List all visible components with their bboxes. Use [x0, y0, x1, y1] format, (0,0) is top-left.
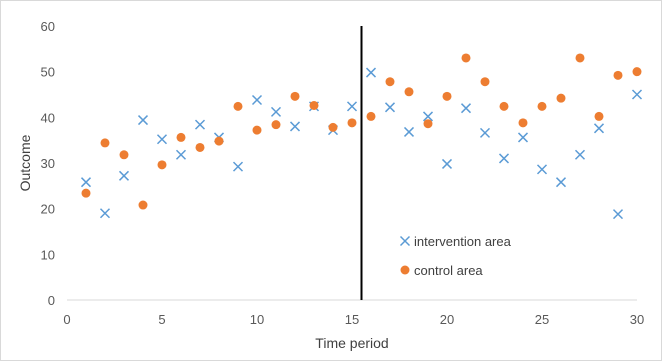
control-point	[195, 142, 205, 152]
intervention-point	[422, 111, 434, 122]
y-tick-label: 0	[48, 293, 55, 308]
control-point	[252, 125, 262, 135]
control-point	[347, 118, 357, 128]
x-axis-ticks: 0 5 10 15 20 25 30	[63, 312, 644, 327]
control-point	[100, 138, 110, 148]
x-tick-label: 15	[345, 312, 359, 327]
intervention-point	[517, 132, 529, 143]
y-axis-ticks: 0 10 20 30 40 50 60	[41, 19, 55, 308]
control-point	[157, 160, 167, 170]
intervention-point	[536, 164, 548, 175]
intervention-point	[384, 102, 396, 113]
intervention-point	[289, 121, 301, 132]
x-tick-label: 25	[535, 312, 549, 327]
control-point	[632, 67, 642, 77]
control-point	[271, 120, 281, 130]
control-point	[537, 101, 547, 111]
legend-circle-glyph	[400, 265, 410, 275]
intervention-point	[574, 149, 586, 160]
control-point	[214, 136, 224, 146]
control-point	[575, 53, 585, 63]
control-point	[518, 118, 528, 128]
intervention-point	[498, 153, 510, 164]
intervention-point	[365, 67, 377, 78]
y-tick-label: 60	[41, 19, 55, 34]
intervention-point	[156, 134, 168, 145]
control-point	[138, 200, 148, 210]
control-point	[81, 188, 91, 198]
y-tick-label: 50	[41, 65, 55, 80]
intervention-point	[137, 115, 149, 126]
control-point	[442, 91, 452, 101]
legend-circle-marker-icon	[400, 265, 410, 275]
legend-label-control: control area	[414, 263, 483, 278]
intervention-point	[251, 94, 263, 106]
x-tick-label: 20	[440, 312, 454, 327]
intervention-point	[441, 158, 453, 169]
legend-x-marker-icon	[399, 235, 411, 247]
y-tick-label: 30	[41, 156, 55, 171]
legend-item-intervention: intervention area	[399, 234, 512, 249]
legend-x-glyph	[399, 235, 411, 247]
control-point	[309, 100, 319, 110]
control-point	[594, 111, 604, 121]
control-point	[328, 122, 338, 132]
control-point	[556, 93, 566, 103]
legend-item-control: control area	[400, 263, 483, 278]
intervention-point	[194, 119, 206, 130]
control-point	[404, 87, 414, 97]
x-tick-label: 30	[630, 312, 644, 327]
x-axis-title: Time period	[315, 335, 388, 351]
intervention-point	[346, 101, 358, 112]
control-point	[290, 91, 300, 101]
intervention-point	[612, 209, 624, 220]
intervention-point	[403, 126, 415, 137]
y-axis-title: Outcome	[17, 134, 33, 191]
control-point	[119, 150, 129, 160]
control-point	[366, 111, 376, 121]
control-point	[423, 119, 433, 129]
intervention-point	[555, 177, 567, 188]
control-point	[233, 101, 243, 111]
y-tick-label: 10	[41, 247, 55, 262]
intervention-point	[631, 89, 643, 100]
x-tick-label: 10	[250, 312, 264, 327]
control-point	[461, 53, 471, 63]
intervention-point	[175, 149, 187, 160]
y-tick-label: 20	[41, 202, 55, 217]
control-point	[499, 101, 509, 111]
intervention-point	[118, 170, 130, 181]
intervention-point	[80, 177, 92, 188]
intervention-point	[232, 161, 244, 172]
intervention-point	[460, 103, 472, 114]
control-point	[176, 132, 186, 142]
control-point	[385, 77, 395, 87]
legend: intervention area control area	[399, 234, 512, 278]
control-point	[480, 77, 490, 87]
intervention-point	[99, 208, 111, 219]
y-tick-label: 40	[41, 110, 55, 125]
x-tick-label: 5	[158, 312, 165, 327]
control-point	[613, 70, 623, 80]
data-points	[80, 53, 643, 220]
intervention-point	[270, 106, 282, 117]
intervention-point	[479, 127, 491, 138]
x-tick-label: 0	[63, 312, 70, 327]
intervention-point	[593, 123, 605, 134]
legend-label-intervention: intervention area	[414, 234, 512, 249]
